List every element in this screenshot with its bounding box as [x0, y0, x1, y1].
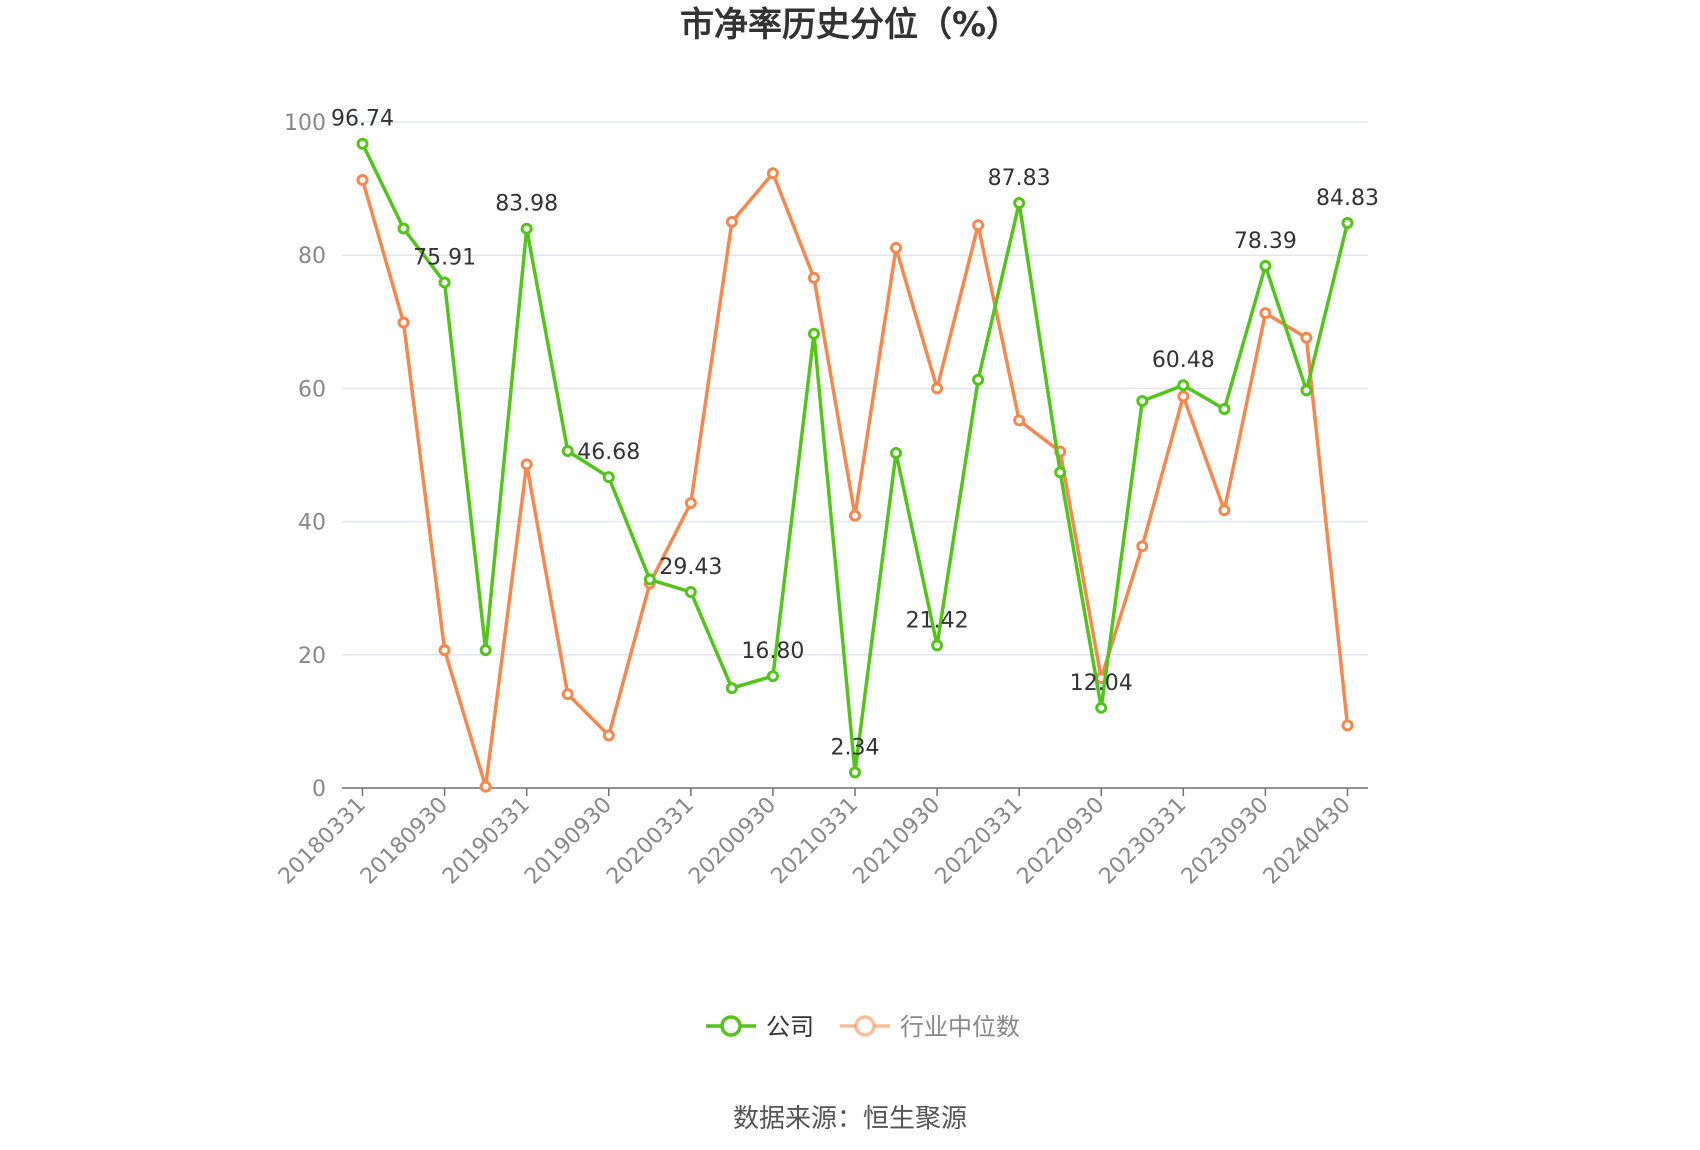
series-1-point — [1136, 540, 1149, 553]
series-1-point — [561, 688, 574, 701]
x-tick-label: 20220331 — [931, 793, 1028, 890]
series-line-0 — [360, 142, 1350, 775]
series-1-point — [807, 271, 820, 284]
x-tick-label: 20220930 — [1013, 793, 1110, 890]
series-1-point — [356, 173, 369, 186]
series-line-1 — [360, 171, 1350, 789]
series-1-point — [849, 509, 861, 522]
data-label: 29.43 — [659, 555, 722, 580]
series-0-point — [684, 585, 697, 598]
series-0-point — [1177, 379, 1190, 392]
chart-title: 市净率历史分位（%） — [680, 5, 1020, 45]
legend[interactable]: 公司 行业中位数 — [706, 1013, 1020, 1041]
series-1-point — [1341, 719, 1354, 732]
series-1-point — [1259, 307, 1272, 320]
series-1-point — [1013, 414, 1026, 427]
legend-swatch-marker — [720, 1015, 742, 1037]
series-0-point — [890, 447, 903, 460]
data-label: 78.39 — [1234, 229, 1297, 254]
series-1-point — [931, 382, 944, 395]
data-label: 2.34 — [831, 735, 880, 760]
x-tick-label: 20190331 — [438, 793, 535, 890]
series-0-point — [931, 639, 944, 652]
series-0-point — [1054, 466, 1067, 479]
data-label: 75.91 — [413, 245, 476, 270]
y-tick-label: 0 — [312, 777, 326, 802]
data-label: 21.42 — [906, 608, 969, 633]
x-tick-label: 20240430 — [1259, 793, 1356, 890]
series-0-point — [807, 327, 820, 340]
series-0-point — [849, 766, 861, 779]
series-0-point — [397, 222, 410, 235]
series-1-point — [479, 780, 492, 793]
series-0-point — [602, 471, 615, 484]
data-label: 96.74 — [331, 107, 394, 132]
legend-label: 公司 — [766, 1013, 814, 1041]
series-1-point — [1300, 331, 1313, 344]
x-tick-label: 20190930 — [520, 793, 617, 890]
x-tick-label: 20180331 — [274, 793, 371, 890]
y-tick-label: 60 — [298, 377, 326, 402]
series-0-point — [766, 670, 779, 683]
series-1-point — [602, 729, 615, 742]
series-0-point — [561, 445, 574, 458]
data-label: 83.98 — [495, 192, 558, 217]
series-0-point — [520, 222, 533, 235]
x-tick-label: 20210930 — [848, 793, 945, 890]
series-0-point — [479, 644, 492, 657]
series-lines — [356, 137, 1354, 793]
series-0-point — [1013, 197, 1026, 210]
series-1-point — [1218, 504, 1231, 517]
legend-item-1[interactable]: 行业中位数 — [840, 1013, 1020, 1041]
x-tick-label: 20200930 — [684, 793, 781, 890]
series-0-point — [1095, 701, 1108, 714]
x-tick-label: 20200331 — [602, 793, 699, 890]
y-tick-label: 20 — [298, 644, 326, 669]
source-note: 数据来源：恒生聚源 — [733, 1104, 967, 1134]
series-1-point — [890, 241, 903, 254]
series-0-point — [972, 373, 985, 386]
series-1-point — [438, 644, 451, 657]
legend-label: 行业中位数 — [900, 1013, 1020, 1041]
y-tick-label: 40 — [298, 511, 326, 536]
series-1-point — [397, 316, 410, 329]
data-labels: 96.74 75.91 83.98 46.68 29.43 16.80 2.34 21.42 8… — [331, 107, 1379, 761]
data-label: 12.04 — [1070, 671, 1133, 696]
series-1-point — [520, 458, 533, 471]
legend-swatch-marker — [854, 1015, 876, 1037]
series-0-point — [725, 682, 738, 695]
series-0-point — [1136, 395, 1149, 408]
series-0-point — [438, 276, 451, 289]
x-tick-label: 20180930 — [356, 793, 453, 890]
y-tick-label: 100 — [284, 111, 326, 136]
legend-item-0[interactable]: 公司 — [706, 1013, 814, 1041]
x-tick-label: 20230331 — [1095, 793, 1192, 890]
series-1-point — [1177, 390, 1190, 403]
series-1-point — [766, 167, 779, 180]
series-0-point — [1259, 259, 1272, 272]
data-label: 60.48 — [1152, 348, 1215, 373]
series-0-point — [643, 573, 656, 586]
data-label: 46.68 — [577, 440, 640, 465]
series-1-point — [725, 215, 738, 228]
x-tick-label: 20210331 — [766, 793, 863, 890]
y-tick-label: 80 — [298, 244, 326, 269]
series-1-point — [972, 219, 985, 232]
series-0-point — [1218, 403, 1231, 416]
series-0-point — [1300, 384, 1313, 397]
series-0-point — [1341, 217, 1354, 230]
grid — [342, 121, 1368, 656]
data-label: 16.80 — [741, 639, 804, 664]
series-0-point — [356, 137, 369, 150]
axes: 0 20 40 60 80 100 2018033120180930201903312019… — [274, 111, 1368, 889]
data-label: 87.83 — [988, 166, 1051, 191]
data-label: 84.83 — [1316, 186, 1379, 211]
x-tick-label: 20230930 — [1177, 793, 1274, 890]
series-1-point — [684, 496, 697, 509]
